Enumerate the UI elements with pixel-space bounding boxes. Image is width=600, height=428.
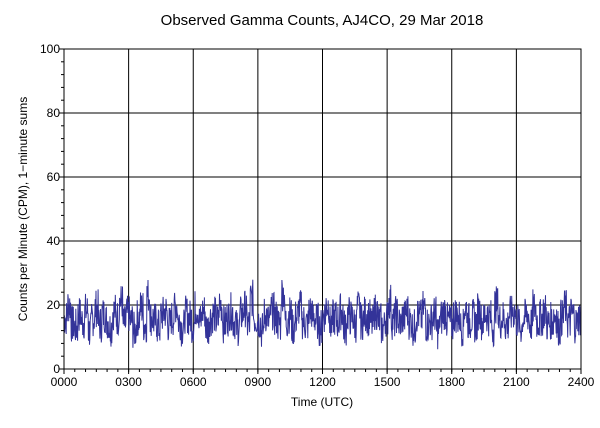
x-tick-label: 1200 <box>309 375 336 389</box>
y-axis-label: Counts per Minute (CPM), 1−minute sums <box>16 97 30 321</box>
y-tick-label: 0 <box>53 362 60 376</box>
y-tick-label: 80 <box>47 106 61 120</box>
x-tick-label: 0000 <box>51 375 78 389</box>
x-tick-label: 1500 <box>374 375 401 389</box>
x-axis-ticks: 0000 0300 0600 0900 1200 1500 1800 2100 2400 <box>51 369 595 389</box>
x-axis-label: Time (UTC) <box>291 395 353 409</box>
x-tick-label: 1800 <box>438 375 465 389</box>
y-axis-ticks: 0 20 40 60 80 100 <box>40 42 64 376</box>
y-tick-label: 20 <box>47 298 61 312</box>
chart-title: Observed Gamma Counts, AJ4CO, 29 Mar 201… <box>161 12 484 29</box>
x-tick-label: 0900 <box>245 375 272 389</box>
x-tick-label: 2100 <box>503 375 530 389</box>
y-tick-label: 60 <box>47 170 61 184</box>
plot-frame <box>63 48 582 370</box>
y-tick-label: 40 <box>47 234 61 248</box>
y-tick-label: 100 <box>40 42 60 56</box>
x-tick-label: 0600 <box>180 375 207 389</box>
series-line-gamma-counts <box>63 279 582 350</box>
x-tick-label: 0300 <box>115 375 142 389</box>
x-tick-label: 2400 <box>568 375 595 389</box>
